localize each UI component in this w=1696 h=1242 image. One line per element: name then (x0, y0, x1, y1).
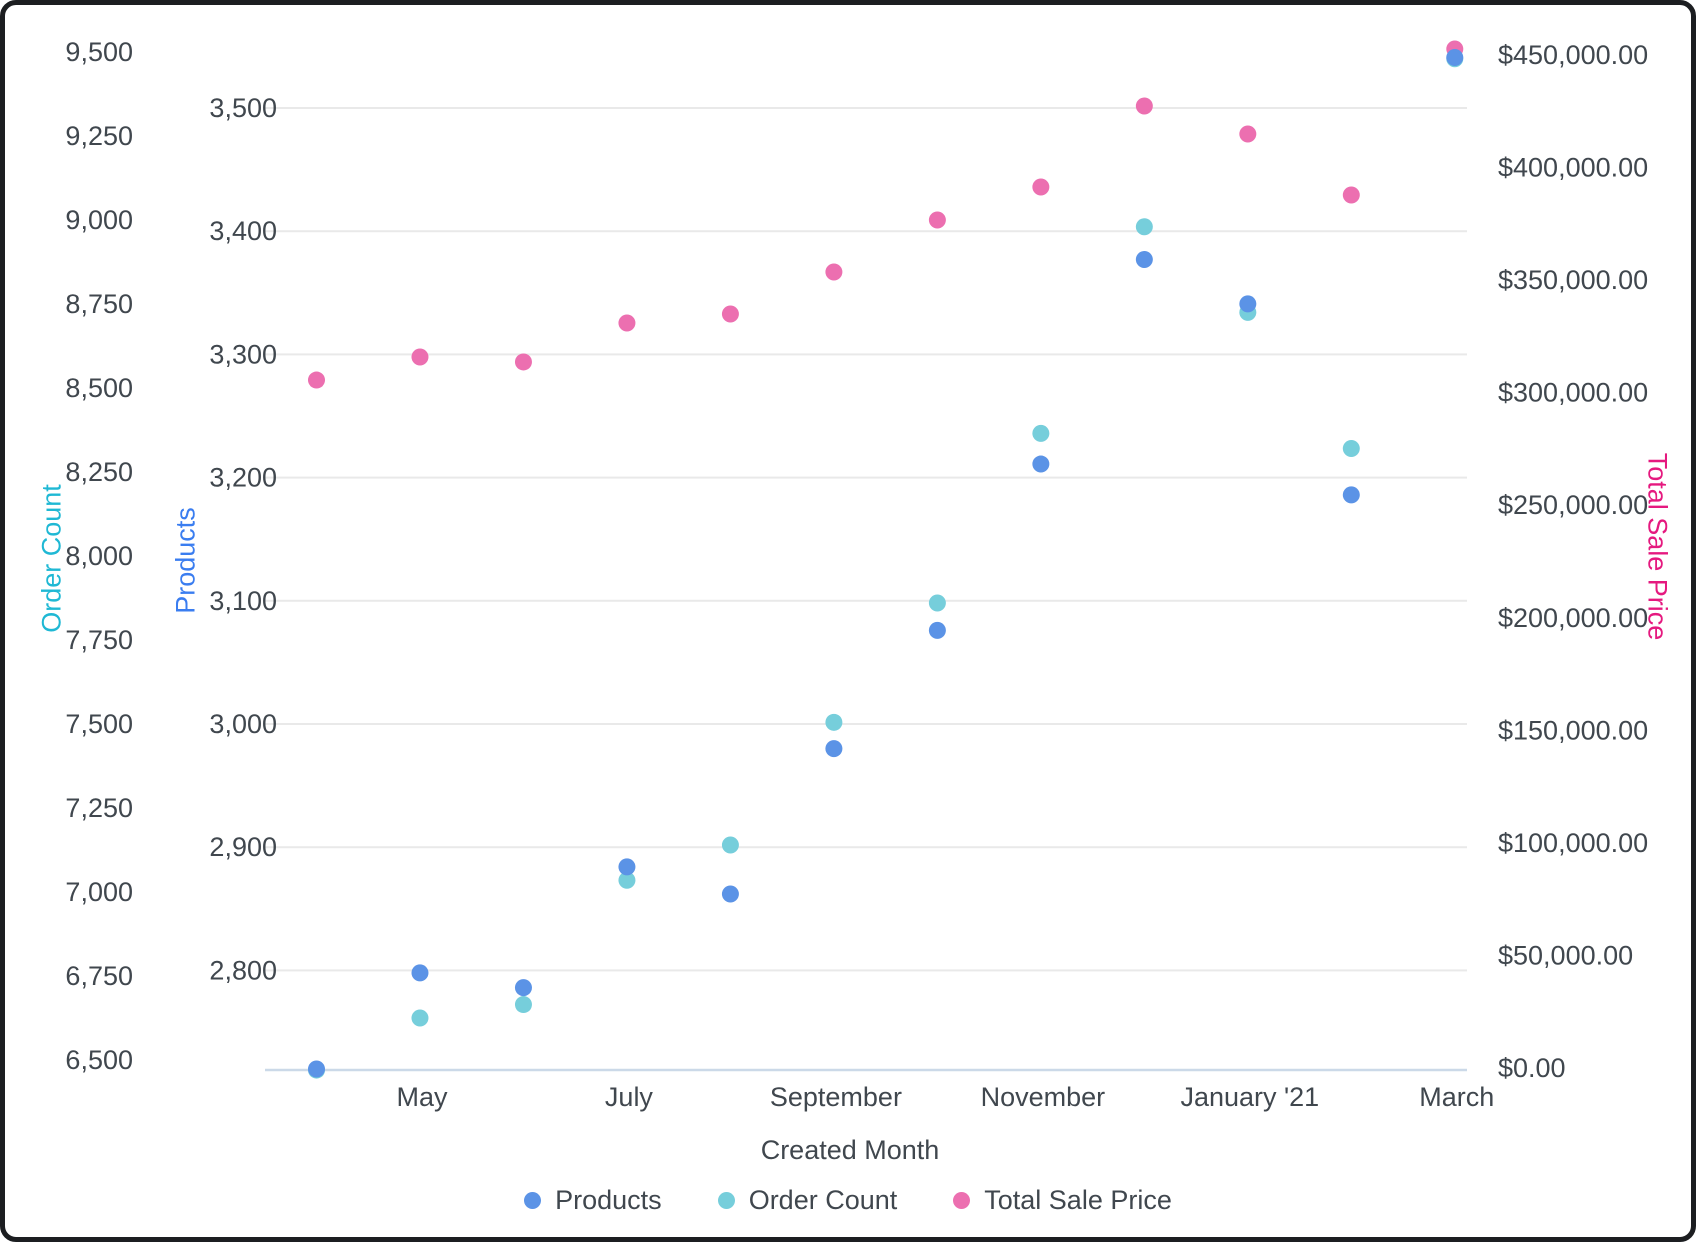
data-point-products[interactable] (411, 964, 429, 982)
y-tick-label-price: $400,000.00 (1498, 153, 1648, 183)
legend-dot-order-count (717, 1192, 735, 1209)
data-point-order-count[interactable] (411, 1009, 429, 1027)
data-point-products[interactable] (1446, 48, 1464, 66)
y-tick-label-products: 3,400 (209, 216, 277, 246)
y-tick-label-price: $250,000.00 (1498, 490, 1648, 520)
legend-item-total-sale-price[interactable]: Total Sale Price (953, 1185, 1172, 1216)
data-point-total-sale-price[interactable] (1239, 125, 1257, 143)
y-tick-label-order_count: 9,500 (65, 37, 133, 67)
data-point-products[interactable] (1135, 251, 1153, 269)
y-tick-label-price: $450,000.00 (1498, 40, 1648, 70)
data-point-order-count[interactable] (618, 871, 636, 889)
y-tick-label-order_count: 8,000 (65, 541, 133, 571)
data-point-products[interactable] (721, 885, 739, 903)
y-tick-label-price: $0.00 (1498, 1053, 1566, 1083)
data-point-total-sale-price[interactable] (1342, 186, 1360, 204)
y-tick-label-order_count: 9,250 (65, 121, 133, 151)
data-point-order-count[interactable] (928, 594, 946, 612)
y-tick-label-order_count: 7,000 (65, 877, 133, 907)
y-tick-label-products: 3,500 (209, 93, 277, 123)
data-point-total-sale-price[interactable] (825, 263, 843, 281)
legend-label-products: Products (555, 1185, 662, 1215)
data-point-products[interactable] (1342, 486, 1360, 504)
y-tick-label-price: $100,000.00 (1498, 828, 1648, 858)
y-tick-label-order_count: 8,500 (65, 373, 133, 403)
data-point-total-sale-price[interactable] (308, 371, 325, 389)
legend-label-total-sale-price: Total Sale Price (984, 1185, 1172, 1215)
x-tick-label: September (770, 1082, 902, 1112)
y-tick-label-order_count: 6,750 (65, 961, 133, 991)
data-point-order-count[interactable] (825, 713, 843, 731)
x-tick-label: May (396, 1082, 448, 1112)
y-tick-label-order_count: 8,250 (65, 457, 133, 487)
legend-dot-total-sale-price (953, 1192, 971, 1209)
data-point-products[interactable] (618, 858, 636, 876)
data-point-order-count[interactable] (1032, 424, 1050, 442)
legend-item-order-count[interactable]: Order Count (717, 1185, 898, 1216)
y-tick-label-price: $350,000.00 (1498, 265, 1648, 295)
data-point-total-sale-price[interactable] (618, 314, 636, 332)
y-tick-label-price: $300,000.00 (1498, 378, 1648, 408)
y-tick-label-order_count: 7,500 (65, 709, 133, 739)
y-tick-label-price: $200,000.00 (1498, 603, 1648, 633)
x-axis-title: Created Month (760, 1135, 940, 1165)
data-point-total-sale-price[interactable] (1032, 178, 1050, 196)
data-point-products[interactable] (1239, 295, 1257, 313)
y-tick-label-order_count: 7,750 (65, 625, 133, 655)
y-tick-label-products: 3,000 (209, 709, 277, 739)
data-point-total-sale-price[interactable] (514, 353, 532, 371)
legend-label-order-count: Order Count (748, 1185, 898, 1215)
y-axis-title-products: Products (170, 507, 201, 614)
data-point-order-count[interactable] (1135, 218, 1153, 236)
y-tick-label-products: 2,900 (209, 832, 277, 862)
x-tick-label: July (605, 1082, 654, 1112)
data-point-products[interactable] (308, 1060, 325, 1078)
data-point-total-sale-price[interactable] (1135, 97, 1153, 115)
y-tick-label-order_count: 6,500 (65, 1045, 133, 1075)
data-point-order-count[interactable] (1342, 439, 1360, 457)
data-point-products[interactable] (928, 621, 946, 639)
legend: Products Order Count Total Sale Price (5, 1185, 1691, 1216)
data-point-products[interactable] (825, 740, 843, 758)
y-axis-title-order-count: Order Count (36, 484, 67, 633)
x-tick-label: November (981, 1082, 1106, 1112)
y-tick-label-price: $150,000.00 (1498, 715, 1648, 745)
data-point-order-count[interactable] (514, 996, 532, 1014)
data-point-products[interactable] (1032, 455, 1050, 473)
data-point-total-sale-price[interactable] (721, 305, 739, 323)
legend-dot-products (524, 1192, 542, 1209)
data-point-total-sale-price[interactable] (411, 348, 429, 366)
x-tick-label: January '21 (1180, 1082, 1319, 1112)
y-tick-label-products: 3,200 (209, 463, 277, 493)
y-tick-label-products: 2,800 (209, 955, 277, 985)
x-tick-label: March (1419, 1082, 1494, 1112)
scatter-plot-canvas: 6,500 6,750 7,000 7,250 7,500 7,750 8,000 8,250… (65, 37, 1648, 1112)
y-tick-label-products: 3,100 (209, 586, 277, 616)
y-axis-title-total-sale-price: Total Sale Price (1642, 452, 1673, 641)
y-tick-label-order_count: 7,250 (65, 793, 133, 823)
y-tick-label-order_count: 9,000 (65, 205, 133, 235)
data-point-total-sale-price[interactable] (928, 211, 946, 229)
y-tick-label-products: 3,300 (209, 339, 277, 369)
data-point-products[interactable] (514, 979, 532, 997)
legend-item-products[interactable]: Products (524, 1185, 662, 1216)
y-tick-label-price: $50,000.00 (1498, 940, 1633, 970)
data-point-order-count[interactable] (721, 836, 739, 854)
y-tick-label-order_count: 8,750 (65, 289, 133, 319)
